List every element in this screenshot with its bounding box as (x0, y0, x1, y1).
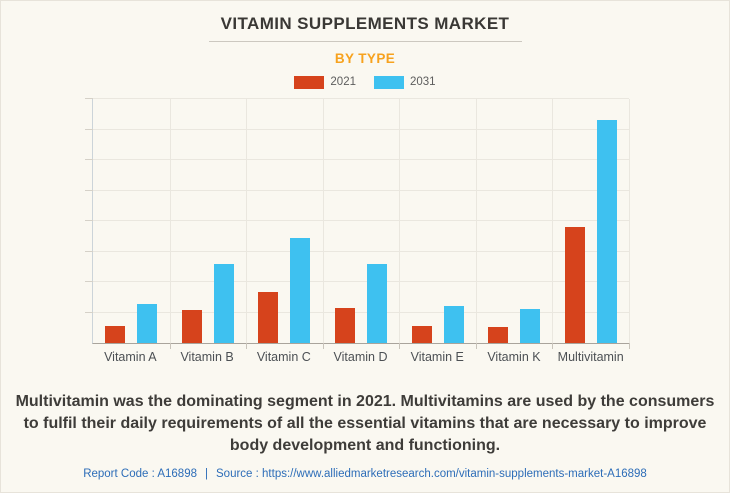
legend-label-2021: 2021 (330, 76, 356, 88)
y-axis-tick (85, 250, 93, 252)
bar-chart: Vitamin A Vitamin B Vitamin C Vitamin D Vita… (1, 98, 729, 364)
legend-item-2021: 2021 (294, 75, 356, 89)
x-axis-label: Vitamin K (487, 350, 541, 364)
bar-2021-vitamin-c (258, 292, 279, 343)
bar-group-vitamin-d (323, 99, 400, 343)
bar-2021-vitamin-a (105, 325, 126, 343)
legend-label-2031: 2031 (410, 76, 436, 88)
bar-2031-vitamin-c (290, 238, 311, 343)
bar-group-vitamin-a (93, 99, 170, 343)
x-gridline (552, 99, 554, 343)
y-axis-tick (85, 189, 93, 191)
page-title: VITAMIN SUPPLEMENTS MARKET (220, 14, 510, 33)
y-gridline (93, 220, 629, 221)
x-axis-tick (552, 343, 554, 349)
x-axis-tick (169, 343, 171, 349)
x-axis-label: Vitamin A (104, 350, 157, 364)
bar-2031-multivitamin (596, 119, 617, 343)
report-code: Report Code : A16898 (83, 468, 197, 481)
plot-area (85, 98, 630, 349)
y-gridline (93, 189, 629, 191)
x-axis-label: Multivitamin (557, 350, 624, 364)
x-axis-tick (399, 343, 401, 349)
bar-2021-vitamin-k (488, 327, 509, 343)
source-prefix: Source : (216, 468, 259, 481)
y-axis-tick (85, 159, 93, 160)
title-divider (208, 41, 522, 42)
y-axis-tick (85, 98, 93, 99)
y-gridline (93, 281, 629, 282)
bar-group-vitamin-c (246, 99, 323, 343)
source-url-link[interactable]: https://www.alliedmarketresearch.com/vit… (262, 468, 647, 481)
x-gridline (629, 99, 630, 343)
x-axis-tick (629, 343, 630, 349)
bar-2021-vitamin-e (411, 325, 432, 343)
x-axis-labels: Vitamin A Vitamin B Vitamin C Vitamin D Vita… (92, 344, 629, 364)
bar-groups (93, 99, 629, 343)
y-gridline (93, 98, 629, 99)
bar-2031-vitamin-b (213, 264, 234, 343)
insight-text: Multivitamin was the dominating segment … (15, 393, 715, 455)
legend-swatch-2031 (374, 75, 404, 89)
x-gridline (169, 99, 171, 343)
bar-group-multivitamin (552, 99, 629, 343)
bar-2031-vitamin-a (137, 303, 158, 343)
bar-group-vitamin-e (399, 99, 476, 343)
x-gridline (475, 99, 477, 343)
bar-group-vitamin-b (170, 99, 247, 343)
bar-2031-vitamin-k (520, 308, 541, 343)
x-axis-tick (322, 343, 324, 349)
bar-group-vitamin-k (476, 99, 553, 343)
footer-separator: | (205, 468, 208, 481)
x-gridline (399, 99, 401, 343)
legend-swatch-2021 (294, 75, 325, 89)
bar-2031-vitamin-e (443, 306, 464, 343)
y-axis-tick (85, 220, 93, 221)
x-axis-label: Vitamin D (333, 350, 388, 364)
header: VITAMIN SUPPLEMENTS MARKET BY TYPE (1, 1, 729, 66)
y-gridline (93, 311, 629, 313)
x-gridline (322, 99, 324, 343)
footer: Report Code : A16898 | Source : https://ww… (1, 468, 729, 480)
bar-2031-vitamin-d (367, 264, 388, 343)
x-gridline (246, 99, 248, 343)
x-axis-tick (246, 343, 248, 349)
y-gridline (93, 128, 629, 130)
x-axis-label: Vitamin B (180, 350, 234, 364)
chart-subtitle: BY TYPE (334, 51, 396, 66)
x-axis-tick (475, 343, 477, 349)
bar-2021-multivitamin (564, 227, 585, 343)
legend: 2021 2031 (1, 75, 729, 89)
y-axis-tick (85, 128, 93, 130)
bar-2021-vitamin-b (181, 310, 202, 343)
y-gridline (93, 159, 629, 160)
y-axis-tick (85, 311, 93, 313)
legend-item-2031: 2031 (374, 75, 436, 89)
x-axis-label: Vitamin E (410, 350, 464, 364)
x-axis-label: Vitamin C (256, 350, 311, 364)
y-gridline (93, 250, 629, 252)
bar-2021-vitamin-d (335, 307, 356, 343)
y-axis-tick (85, 281, 93, 282)
